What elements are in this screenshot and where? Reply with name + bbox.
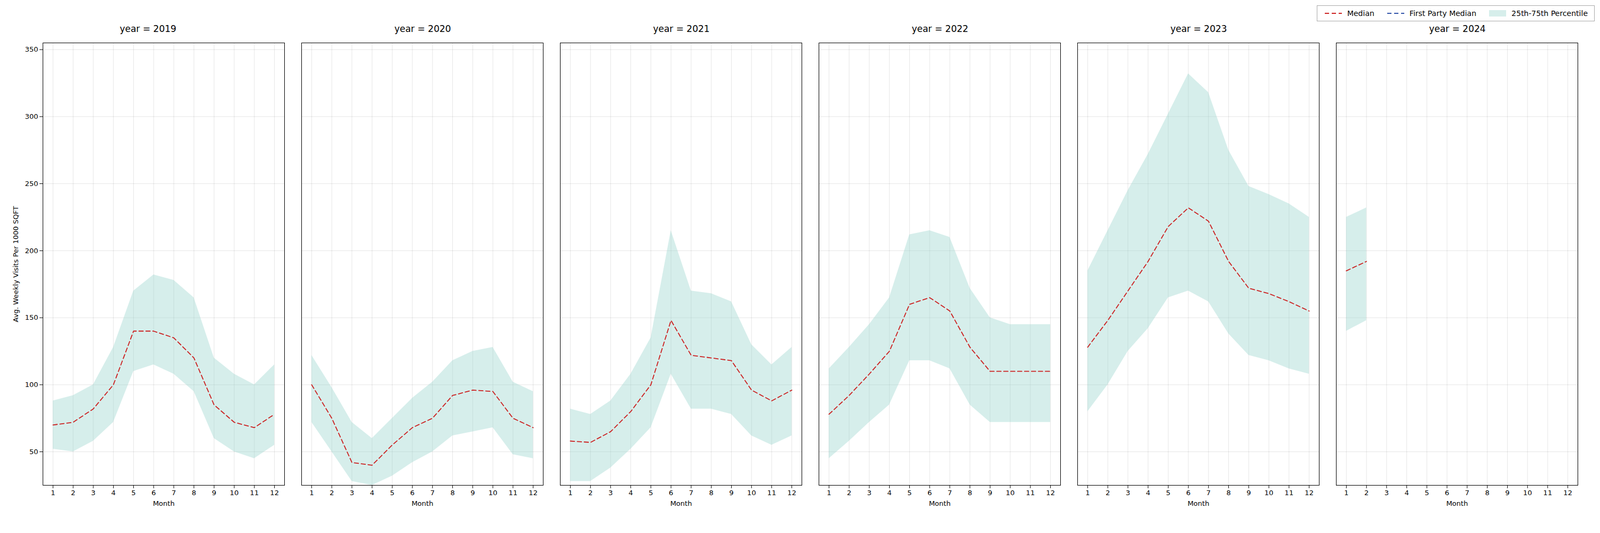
svg-text:4: 4 bbox=[628, 489, 633, 498]
html-text:year = 2021: year = 2021 bbox=[653, 23, 710, 35]
svg-text:12: 12 bbox=[1563, 489, 1573, 498]
svg-text:9: 9 bbox=[1246, 489, 1251, 498]
svg-text:2: 2 bbox=[1364, 489, 1369, 498]
svg-text:8: 8 bbox=[967, 489, 972, 498]
svg-text:3: 3 bbox=[1384, 489, 1389, 498]
svg-text:8: 8 bbox=[1484, 489, 1490, 498]
svg-text:5: 5 bbox=[389, 489, 395, 498]
html-text:year = 2024: year = 2024 bbox=[1429, 23, 1486, 35]
svg-text:Month: Month bbox=[929, 499, 951, 508]
svg-text:300: 300 bbox=[25, 112, 39, 121]
svg-text:1: 1 bbox=[1344, 489, 1349, 498]
svg-text:8: 8 bbox=[450, 489, 455, 498]
svg-text:8: 8 bbox=[191, 489, 196, 498]
svg-text:3: 3 bbox=[867, 489, 872, 498]
svg-text:9: 9 bbox=[470, 489, 475, 498]
svg-text:2: 2 bbox=[846, 489, 852, 498]
svg-text:8: 8 bbox=[708, 489, 714, 498]
svg-text:11: 11 bbox=[1284, 489, 1294, 498]
svg-text:3: 3 bbox=[349, 489, 355, 498]
svg-text:4: 4 bbox=[369, 489, 374, 498]
svg-text:4: 4 bbox=[1404, 489, 1409, 498]
html-text:year = 2019: year = 2019 bbox=[119, 23, 177, 35]
svg-text:Month: Month bbox=[1187, 499, 1210, 508]
svg-text:2: 2 bbox=[70, 489, 76, 498]
svg-text:11: 11 bbox=[250, 489, 260, 498]
svg-text:9: 9 bbox=[729, 489, 734, 498]
svg-text:Month: Month bbox=[1446, 499, 1469, 508]
svg-text:8: 8 bbox=[1226, 489, 1231, 498]
svg-text:Avg. Weekly Visits Per 1000 SQ: Avg. Weekly Visits Per 1000 SQFT bbox=[11, 206, 20, 323]
html-text:year = 2020: year = 2020 bbox=[394, 23, 451, 35]
svg-text:11: 11 bbox=[767, 489, 777, 498]
svg-text:10: 10 bbox=[747, 489, 757, 498]
svg-text:5: 5 bbox=[1165, 489, 1171, 498]
html-text:Median: Median bbox=[1347, 9, 1375, 18]
svg-text:1: 1 bbox=[309, 489, 314, 498]
svg-text:Month: Month bbox=[153, 499, 175, 508]
svg-text:11: 11 bbox=[508, 489, 518, 498]
svg-text:7: 7 bbox=[430, 489, 435, 498]
svg-text:10: 10 bbox=[1523, 489, 1533, 498]
svg-text:1: 1 bbox=[1085, 489, 1090, 498]
svg-text:12: 12 bbox=[1304, 489, 1314, 498]
svg-text:9: 9 bbox=[987, 489, 992, 498]
svg-text:7: 7 bbox=[171, 489, 176, 498]
svg-text:5: 5 bbox=[1424, 489, 1429, 498]
svg-text:5: 5 bbox=[131, 489, 136, 498]
svg-text:7: 7 bbox=[947, 489, 952, 498]
svg-text:6: 6 bbox=[668, 489, 674, 498]
svg-text:2: 2 bbox=[1105, 489, 1110, 498]
svg-text:10: 10 bbox=[1005, 489, 1015, 498]
svg-text:3: 3 bbox=[91, 489, 96, 498]
svg-text:6: 6 bbox=[410, 489, 415, 498]
svg-text:7: 7 bbox=[689, 489, 694, 498]
svg-text:12: 12 bbox=[787, 489, 797, 498]
svg-text:6: 6 bbox=[151, 489, 156, 498]
svg-text:150: 150 bbox=[25, 313, 39, 322]
svg-text:1: 1 bbox=[50, 489, 55, 498]
svg-text:350: 350 bbox=[25, 45, 39, 54]
svg-text:5: 5 bbox=[907, 489, 912, 498]
svg-text:200: 200 bbox=[25, 246, 39, 255]
svg-text:7: 7 bbox=[1206, 489, 1211, 498]
svg-text:10: 10 bbox=[1264, 489, 1274, 498]
svg-text:100: 100 bbox=[25, 380, 39, 389]
svg-text:6: 6 bbox=[1186, 489, 1191, 498]
svg-text:12: 12 bbox=[528, 489, 538, 498]
svg-text:10: 10 bbox=[488, 489, 498, 498]
svg-text:50: 50 bbox=[29, 448, 39, 456]
svg-text:7: 7 bbox=[1465, 489, 1470, 498]
svg-text:3: 3 bbox=[608, 489, 613, 498]
svg-text:4: 4 bbox=[1145, 489, 1150, 498]
svg-text:Month: Month bbox=[670, 499, 693, 508]
svg-text:2: 2 bbox=[588, 489, 593, 498]
svg-text:12: 12 bbox=[1045, 489, 1055, 498]
html-text:First Party Median: First Party Median bbox=[1409, 9, 1477, 18]
svg-text:11: 11 bbox=[1543, 489, 1553, 498]
svg-text:5: 5 bbox=[648, 489, 653, 498]
svg-text:2: 2 bbox=[329, 489, 334, 498]
svg-text:11: 11 bbox=[1026, 489, 1036, 498]
svg-text:4: 4 bbox=[110, 489, 116, 498]
svg-text:9: 9 bbox=[211, 489, 216, 498]
html-text:25th-75th Percentile: 25th-75th Percentile bbox=[1511, 9, 1588, 18]
svg-text:9: 9 bbox=[1505, 489, 1510, 498]
svg-text:10: 10 bbox=[229, 489, 239, 498]
svg-text:Month: Month bbox=[411, 499, 434, 508]
svg-text:6: 6 bbox=[927, 489, 932, 498]
svg-text:6: 6 bbox=[1444, 489, 1450, 498]
svg-text:250: 250 bbox=[25, 179, 39, 188]
svg-text:1: 1 bbox=[568, 489, 573, 498]
html-text:year = 2023: year = 2023 bbox=[1170, 23, 1227, 35]
svg-text:4: 4 bbox=[886, 489, 892, 498]
svg-text:1: 1 bbox=[826, 489, 831, 498]
svg-text:12: 12 bbox=[269, 489, 279, 498]
svg-text:3: 3 bbox=[1125, 489, 1131, 498]
html-text:year = 2022: year = 2022 bbox=[911, 23, 969, 35]
